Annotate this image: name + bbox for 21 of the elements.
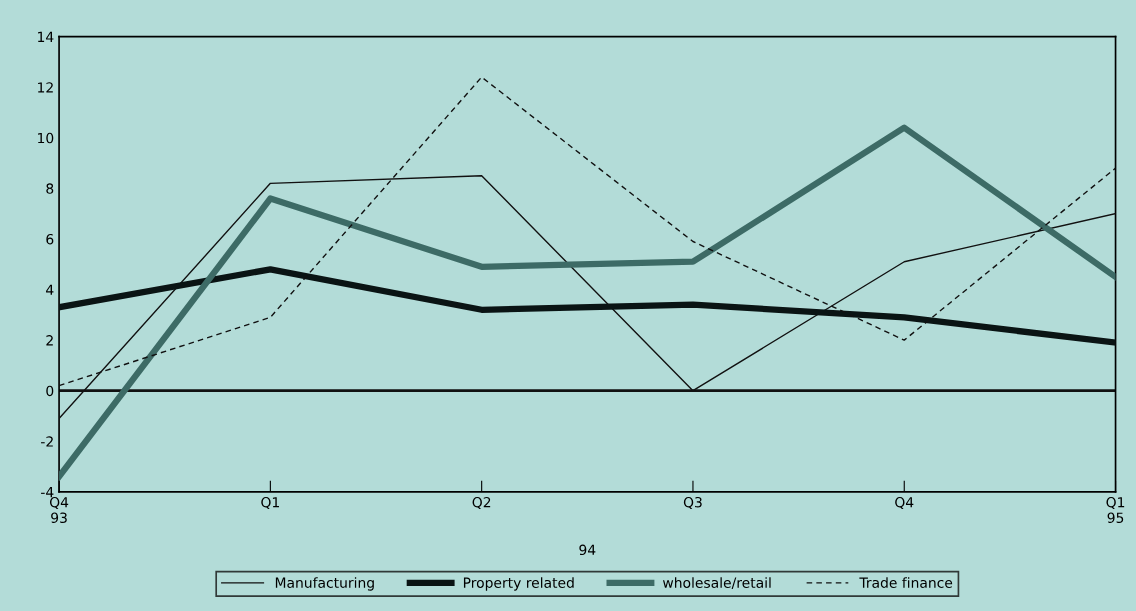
y-tick-label: 8 bbox=[46, 183, 54, 194]
x-tick-label: Q4 93 bbox=[49, 496, 69, 524]
legend-label: wholesale/retail bbox=[662, 577, 771, 590]
y-tick-label: -4 bbox=[41, 487, 54, 498]
y-tick-label: 6 bbox=[46, 233, 54, 245]
x-tick-label: Q3 bbox=[683, 496, 702, 510]
x-tick-label: Q2 bbox=[472, 496, 491, 510]
y-tick-label: 12 bbox=[38, 82, 53, 93]
y-tick-label: 14 bbox=[38, 31, 54, 42]
legend-label: Trade finance bbox=[859, 577, 953, 588]
x-tick-label: Q4 bbox=[895, 496, 914, 510]
y-tick-label: -2 bbox=[41, 436, 53, 447]
legend-label: Manufacturing bbox=[275, 577, 374, 591]
x-tick-label: Q1 bbox=[261, 496, 279, 510]
y-tick-label: 10 bbox=[38, 132, 54, 144]
legend-label: Property related bbox=[463, 577, 574, 591]
y-tick-label: 0 bbox=[46, 385, 54, 397]
x-tick-label: Q1 95 bbox=[1106, 496, 1125, 524]
text: 94 bbox=[579, 544, 596, 556]
y-tick-label: 4 bbox=[46, 284, 54, 295]
y-tick-label: 2 bbox=[46, 335, 53, 346]
